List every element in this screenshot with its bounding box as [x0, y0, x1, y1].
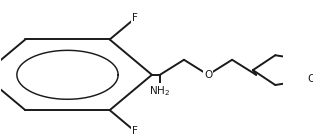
Text: F: F	[132, 13, 138, 23]
Text: O: O	[307, 74, 313, 84]
Text: NH$_2$: NH$_2$	[149, 84, 171, 98]
Text: O: O	[204, 70, 212, 80]
Text: F: F	[132, 126, 138, 136]
